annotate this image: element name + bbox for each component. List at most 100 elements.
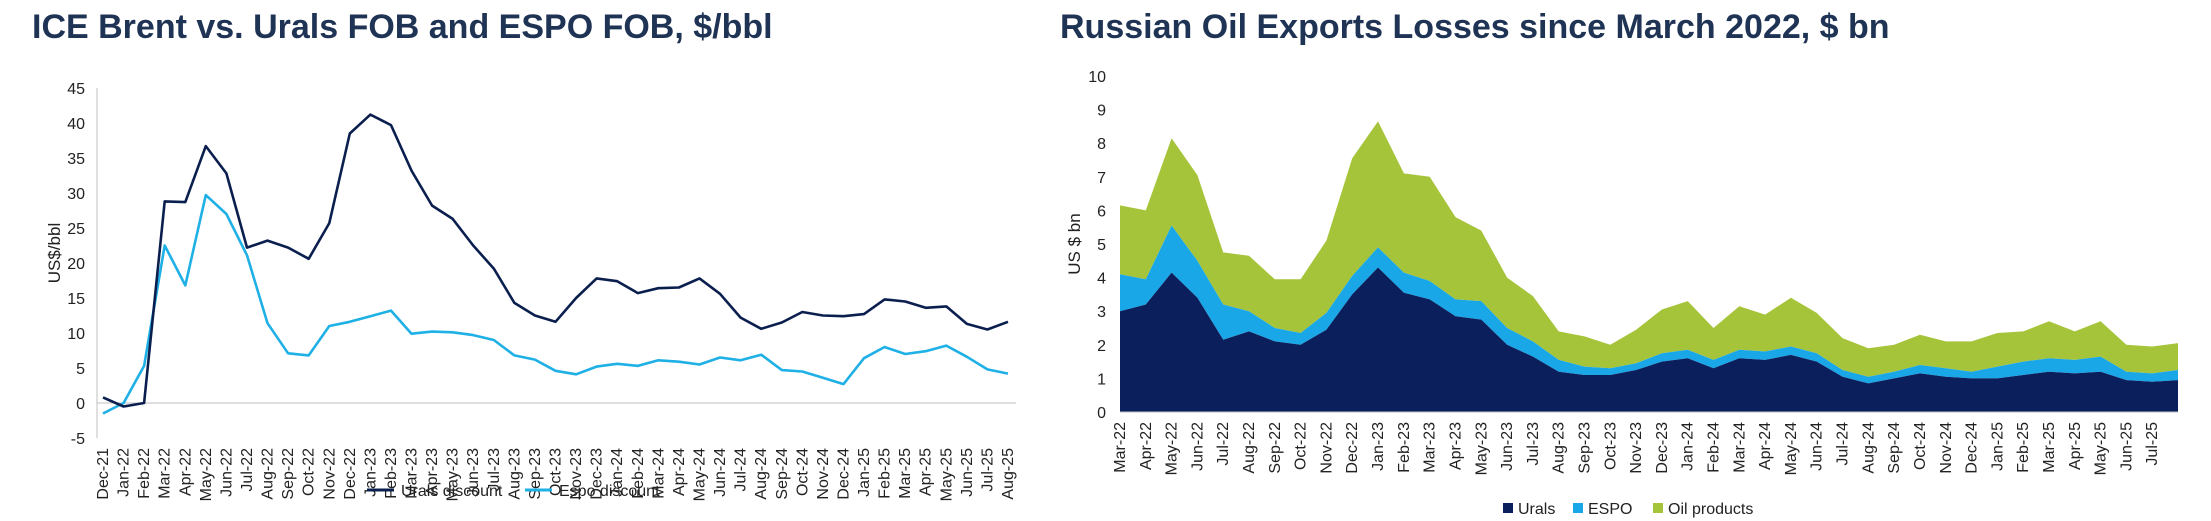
x-tick-label: Aug-24 <box>1860 422 1877 474</box>
x-tick-label: Sep-23 <box>527 448 544 500</box>
x-tick-label: Jan-23 <box>1370 422 1387 471</box>
legend-swatch <box>1573 503 1583 513</box>
x-tick-label: Feb-24 <box>630 448 647 499</box>
series-line-espo-discount <box>102 193 1009 415</box>
y-tick-label: 30 <box>67 186 85 203</box>
x-tick-label: Jul-25 <box>979 448 996 492</box>
x-tick-label: Oct-24 <box>1912 422 1929 470</box>
series-area-urals <box>1120 267 2178 412</box>
y-tick-label: 10 <box>67 326 85 343</box>
y-tick-label: 1 <box>1097 371 1106 388</box>
x-tick-label: Jan-25 <box>856 448 873 497</box>
x-tick-label: Jan-22 <box>116 448 133 497</box>
x-tick-label: Jun-22 <box>1189 422 1206 471</box>
series-line-urals-discount <box>102 113 1009 408</box>
y-tick-label: 3 <box>1097 304 1106 321</box>
x-tick-label: Mar-22 <box>157 448 174 499</box>
legend-swatch <box>1503 503 1513 513</box>
x-tick-label: Apr-25 <box>2067 422 2084 470</box>
x-tick-label: Oct-23 <box>548 448 565 496</box>
x-tick-label: Nov-23 <box>568 448 585 500</box>
x-tick-label: Oct-22 <box>301 448 318 496</box>
x-tick-label: Apr-25 <box>918 448 935 496</box>
x-tick-label: Jun-22 <box>218 448 235 497</box>
y-tick-label: 15 <box>67 291 85 308</box>
legend-label: Oil products <box>1668 501 1753 518</box>
legend-label: Urals discount <box>401 483 503 500</box>
x-tick-label: Jan-25 <box>1989 422 2006 471</box>
x-tick-label: Aug-25 <box>1000 448 1017 500</box>
x-tick-label: May-23 <box>1473 422 1490 475</box>
x-tick-label: Nov-22 <box>321 448 338 500</box>
x-tick-label: Feb-23 <box>1396 422 1413 473</box>
x-tick-label: Jun-23 <box>465 448 482 497</box>
left-chart-panel: ICE Brent vs. Urals FOB and ESPO FOB, $/… <box>0 0 1090 521</box>
x-tick-label: May-23 <box>445 448 462 501</box>
x-tick-label: Aug-22 <box>1241 422 1258 474</box>
y-tick-label: 25 <box>67 221 85 238</box>
x-tick-label: Apr-24 <box>671 448 688 496</box>
x-tick-label: Jul-23 <box>486 448 503 492</box>
x-tick-label: Jul-24 <box>1835 422 1852 466</box>
x-tick-label: May-25 <box>2093 422 2110 475</box>
y-tick-label: 4 <box>1097 271 1106 288</box>
x-tick-label: Nov-23 <box>1628 422 1645 474</box>
x-tick-label: Oct-24 <box>794 448 811 496</box>
x-tick-label: May-22 <box>1164 422 1181 475</box>
x-tick-label: Jan-24 <box>609 448 626 497</box>
x-tick-label: Aug-22 <box>260 448 277 500</box>
y-tick-label: 9 <box>1097 103 1106 120</box>
x-tick-label: Feb-25 <box>2015 422 2032 473</box>
y-tick-label: 0 <box>76 396 85 413</box>
x-tick-label: Sep-24 <box>1886 422 1903 474</box>
y-tick-label: 40 <box>67 116 85 133</box>
x-tick-label: Apr-22 <box>1138 422 1155 470</box>
y-tick-label: 20 <box>67 256 85 273</box>
series-area-espo <box>1120 225 2178 384</box>
y-axis-label: US$/bbl <box>45 223 64 283</box>
x-tick-label: Apr-23 <box>1447 422 1464 470</box>
y-tick-label: 0 <box>1097 405 1106 422</box>
x-tick-label: Sep-24 <box>774 448 791 500</box>
x-tick-label: Mar-24 <box>650 448 667 499</box>
x-tick-label: May-25 <box>938 448 955 501</box>
y-tick-label: 6 <box>1097 203 1106 220</box>
x-tick-label: Feb-24 <box>1706 422 1723 473</box>
y-tick-label: 35 <box>67 151 85 168</box>
x-tick-label: Apr-22 <box>177 448 194 496</box>
x-tick-label: Nov-24 <box>815 448 832 500</box>
x-tick-label: Oct-23 <box>1602 422 1619 470</box>
y-tick-label: 5 <box>76 361 85 378</box>
right-chart-title: Russian Oil Exports Losses since March 2… <box>1060 8 1890 46</box>
right-chart-panel: Russian Oil Exports Losses since March 2… <box>1060 0 2211 521</box>
x-tick-label: Mar-23 <box>1422 422 1439 473</box>
x-tick-label: Aug-24 <box>753 448 770 500</box>
x-tick-label: May-22 <box>198 448 215 501</box>
legend-swatch <box>1653 503 1663 513</box>
left-chart-title: ICE Brent vs. Urals FOB and ESPO FOB, $/… <box>32 8 773 46</box>
export-losses-area-chart: 0 1 2 3 4 5 6 7 8 9 10 US $ bn Mar-22 Apr-22 May-22 Jun… <box>1065 69 2178 518</box>
x-tick-label: Mar-25 <box>2041 422 2058 473</box>
x-tick-label: Jul-22 <box>239 448 256 492</box>
x-tick-label: Dec-23 <box>589 448 606 500</box>
x-tick-label: Jun-23 <box>1499 422 1516 471</box>
x-tick-label: Dec-23 <box>1654 422 1671 474</box>
y-tick-label: 8 <box>1097 136 1106 153</box>
x-tick-label: Jan-24 <box>1680 422 1697 471</box>
x-tick-label: Apr-23 <box>424 448 441 496</box>
x-tick-label: Sep-23 <box>1576 422 1593 474</box>
y-tick-label: 45 <box>67 81 85 98</box>
x-tick-label: Feb-23 <box>383 448 400 499</box>
x-tick-label: Jun-25 <box>959 448 976 497</box>
x-tick-label: Nov-22 <box>1318 422 1335 474</box>
y-tick-label: 5 <box>1097 237 1106 254</box>
x-tick-label: Jul-22 <box>1215 422 1232 466</box>
x-tick-label: Jul-24 <box>733 448 750 492</box>
x-tick-label: Jun-24 <box>1809 422 1826 471</box>
x-tick-label: Mar-22 <box>1112 422 1129 473</box>
legend-label: Urals <box>1518 501 1555 518</box>
x-tick-label: Dec-21 <box>95 448 112 500</box>
x-tick-label: Apr-24 <box>1757 422 1774 470</box>
y-tick-label: 10 <box>1088 69 1106 86</box>
y-tick-label: 2 <box>1097 338 1106 355</box>
